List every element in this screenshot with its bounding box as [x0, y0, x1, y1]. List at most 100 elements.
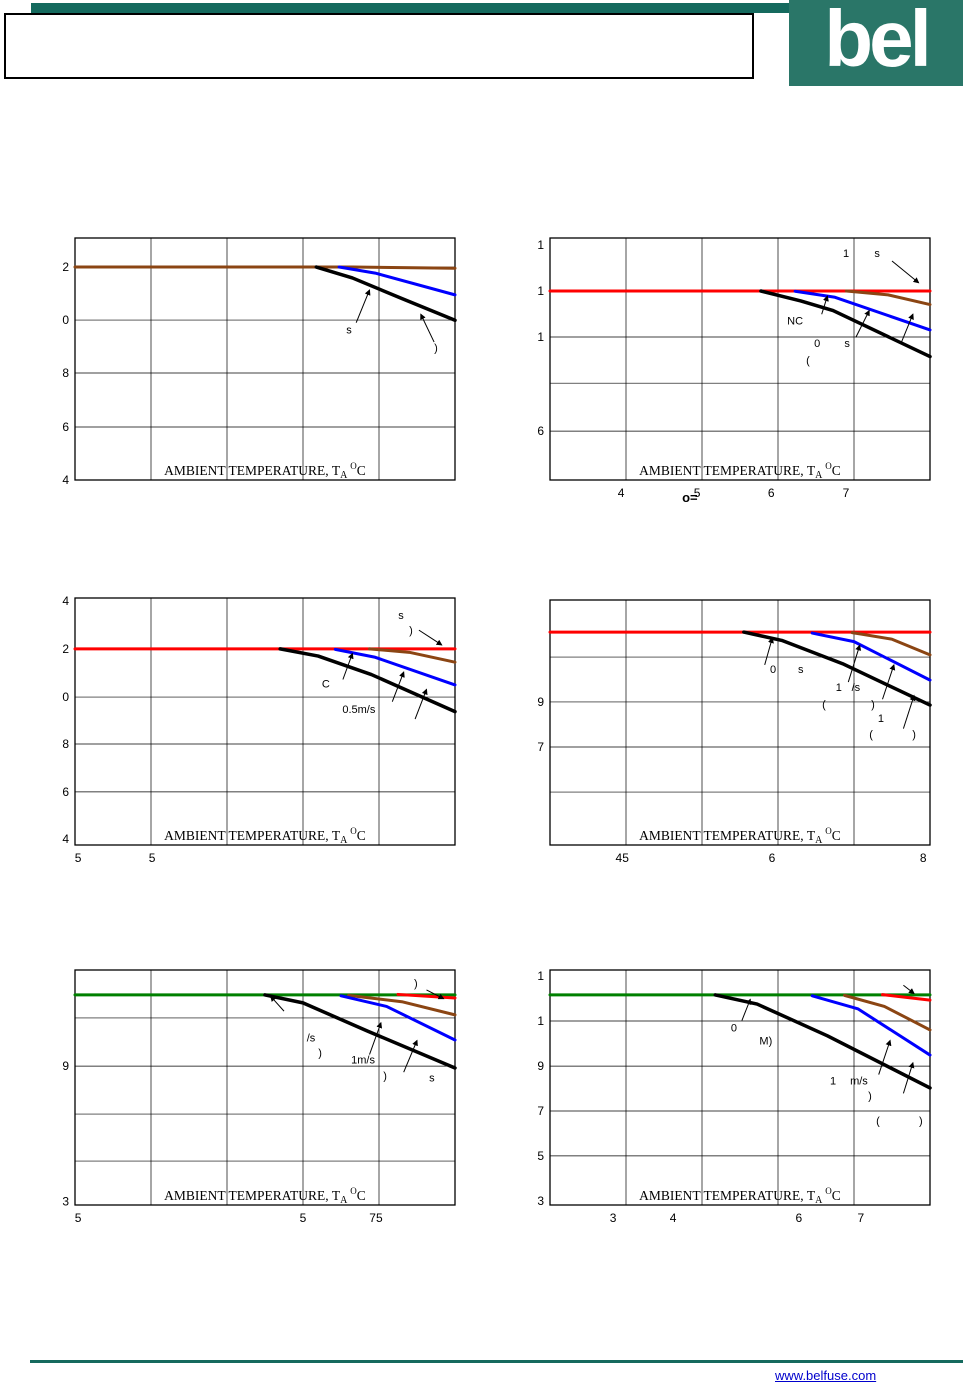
- y-tick-label: 1: [537, 969, 544, 983]
- y-tick-label: 6: [537, 424, 544, 438]
- x-tick-label: 6: [769, 851, 776, 865]
- header-bar: [31, 3, 963, 13]
- series-black-curve: [713, 993, 932, 1090]
- chart-annotation: ): [919, 1115, 923, 1127]
- x-tick-label: 6: [768, 486, 775, 500]
- chart-annotation: /s: [307, 1033, 316, 1045]
- chart-annotation: ): [318, 1047, 322, 1059]
- annotation-arrow: [902, 1061, 915, 1094]
- x-axis-title: AMBIENT TEMPERATURE, TAOC: [164, 461, 366, 481]
- annotation-arrow: [882, 663, 896, 700]
- x-tick-label: 5: [694, 486, 701, 500]
- y-tick-label: 5: [537, 1149, 544, 1163]
- x-tick-label: 8: [920, 851, 927, 865]
- series-brown-curve: [850, 631, 932, 657]
- series-blue-curve: [339, 994, 457, 1042]
- x-tick-label: 5: [75, 851, 82, 865]
- series-black-curve: [759, 289, 932, 359]
- bel-logo-text: bel: [824, 0, 932, 83]
- series-blue-curve: [793, 289, 932, 332]
- plot-border: [549, 969, 931, 1206]
- chart-annotation: ): [414, 978, 418, 990]
- plot-border: [549, 237, 931, 481]
- x-tick-label: 5: [75, 1211, 82, 1225]
- y-tick-label: 3: [537, 1194, 544, 1208]
- derating-chart-top-left: 2 0 8 6 4 s) AMBIENT TEMPERATURE, TAOC: [62, 237, 457, 487]
- chart-annotation: 1: [878, 713, 884, 725]
- x-tick-label: 4: [618, 486, 625, 500]
- derating-chart-top-right: 1 1 1 6 4 5 6 7 1 s NC 0 s (o= AMBIENT TEMPERATURE, TA…: [537, 237, 932, 505]
- chart-annotation: ): [871, 699, 875, 711]
- y-tick-label: 7: [537, 1104, 544, 1118]
- y-tick-label: 9: [62, 1059, 69, 1073]
- chart-annotation: 1: [830, 1075, 836, 1087]
- chart-annotation: ): [383, 1071, 387, 1083]
- series-brown-curve: [843, 993, 932, 1032]
- chart-annotation: (: [869, 729, 873, 741]
- chart-annotation: 0: [814, 338, 820, 350]
- annotation-arrow: [420, 313, 435, 343]
- series-blue-curve: [333, 647, 457, 687]
- bel-logo: bel: [789, 0, 963, 86]
- plot-border: [74, 597, 456, 846]
- chart-annotation: s: [798, 664, 804, 676]
- chart-annotation: m/s: [850, 1075, 868, 1087]
- series-blue-curve: [810, 631, 932, 682]
- annotation-arrow: [878, 1039, 892, 1075]
- chart-1: 2 0 8 6 4 s) AMBIENT TEMPERATURE, TAOC: [39, 224, 473, 523]
- y-tick-label: 8: [62, 366, 69, 380]
- chart-annotation: o=: [682, 490, 698, 505]
- series-red-curve: [396, 992, 457, 1000]
- x-tick-label: 4: [670, 1211, 677, 1225]
- chart-annotation: 0: [731, 1023, 737, 1035]
- x-axis-title: AMBIENT TEMPERATURE, TAOC: [639, 826, 841, 846]
- chart-annotation: ): [434, 343, 438, 355]
- chart-annotation: ): [912, 729, 916, 741]
- chart-annotation: 0: [770, 664, 776, 676]
- y-tick-label: 4: [62, 473, 69, 487]
- series-brown-curve: [73, 265, 457, 270]
- annotation-arrow: [847, 644, 862, 683]
- chart-5: 9 3 5 5 75)/s) 1m/s) s AMBIENT TEMPERATURE, TAO…: [39, 956, 473, 1248]
- x-axis-title: AMBIENT TEMPERATURE, TAOC: [164, 1186, 366, 1206]
- annotation-arrow: [855, 309, 870, 338]
- annotation-arrow: [391, 671, 405, 702]
- annotation-arrow: [903, 984, 915, 995]
- chart-annotation: (: [806, 355, 810, 367]
- y-tick-label: 9: [537, 1059, 544, 1073]
- series-black-curve: [742, 630, 932, 707]
- footer-link[interactable]: www.belfuse.com: [775, 1368, 877, 1383]
- x-tick-label: 5: [149, 851, 156, 865]
- series-blue-curve: [337, 265, 457, 297]
- chart-annotation: ): [409, 625, 413, 637]
- x-axis-title: AMBIENT TEMPERATURE, TAOC: [639, 461, 841, 481]
- y-tick-label: 6: [62, 420, 69, 434]
- annotation-arrow: [764, 637, 774, 666]
- x-axis-title: AMBIENT TEMPERATURE, TAOC: [164, 826, 366, 846]
- y-tick-label: 6: [62, 785, 69, 799]
- chart-annotation: M): [759, 1035, 772, 1047]
- y-tick-label: 2: [62, 642, 69, 656]
- chart-annotation: ): [868, 1090, 872, 1102]
- y-tick-label: 3: [62, 1194, 69, 1208]
- series-brown-curve: [368, 647, 457, 664]
- chart-annotation: 1: [836, 682, 842, 694]
- chart-annotation: s: [844, 338, 850, 350]
- annotation-arrow: [342, 652, 354, 680]
- series-red-curve: [881, 993, 932, 1002]
- plot-border: [74, 237, 456, 481]
- plot-border: [549, 599, 931, 846]
- chart-3: 4 2 0 8 6 4 5 5 s) C 0.5m/s AMBIENT TEMPERATURE, TA…: [39, 584, 473, 888]
- chart-annotation: s: [346, 325, 352, 337]
- annotation-arrow: [369, 1021, 383, 1055]
- annotation-arrow: [901, 313, 914, 343]
- series-brown-curve: [347, 993, 457, 1017]
- x-tick-label: 5: [300, 1211, 307, 1225]
- x-tick-label: 7: [843, 486, 850, 500]
- title-box: [4, 13, 754, 79]
